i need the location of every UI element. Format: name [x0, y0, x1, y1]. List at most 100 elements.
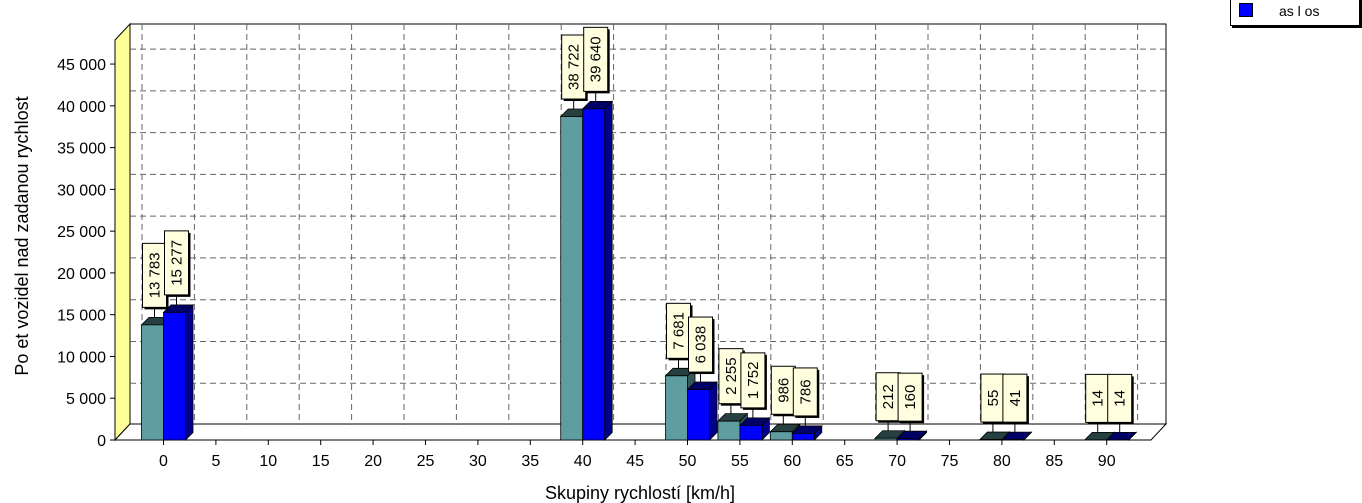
data-label-1-80: 41	[1002, 373, 1029, 433]
data-label-text: 14	[1090, 390, 1107, 407]
data-label-1-60: 786	[792, 367, 820, 426]
data-label-text: 41	[1007, 390, 1024, 407]
data-label-0-50: 7 681	[666, 302, 693, 369]
y-tick-label: 15 000	[57, 308, 106, 325]
data-label-box	[1107, 373, 1133, 423]
data-label-1-50: 6 038	[688, 316, 715, 383]
y-tick-label: 10 000	[57, 349, 106, 366]
data-label-text: 986	[775, 378, 792, 403]
data-label-box	[792, 367, 818, 417]
x-tick-label: 75	[941, 453, 959, 470]
data-label-box	[142, 242, 167, 308]
data-label-text: 2 255	[723, 357, 740, 395]
x-tick-label: 35	[521, 453, 539, 470]
x-tick-label: 60	[783, 453, 801, 470]
bar-1-40	[581, 100, 614, 441]
bar-1-60	[791, 424, 823, 441]
bar-1-55	[738, 416, 771, 441]
data-label-0-0: 13 783	[142, 242, 169, 318]
x-tick-label: 40	[574, 453, 592, 470]
x-tick-label: 5	[211, 453, 220, 470]
bar-side	[709, 381, 718, 441]
data-label-text: 14	[1112, 390, 1129, 407]
left-wall	[114, 22, 131, 442]
data-label-box	[897, 372, 923, 422]
x-tick-label: 45	[626, 453, 644, 470]
x-axis-label: Skupiny rychlostí [km/h]	[545, 483, 735, 503]
data-label-text: 15 277	[169, 240, 186, 286]
y-tick-label: 35 000	[57, 141, 106, 158]
data-label-1-55: 1 752	[740, 352, 767, 418]
y-tick-label: 0	[97, 433, 106, 450]
bar-front	[874, 437, 898, 441]
bar-1-0	[162, 303, 194, 441]
y-tick-label: 5 000	[66, 391, 106, 408]
x-tick-label: 80	[993, 453, 1011, 470]
bar-front	[717, 420, 741, 441]
data-label-box	[164, 230, 189, 296]
data-label-1-40: 39 640	[583, 26, 610, 102]
bar-front	[163, 311, 186, 441]
data-label-1-0: 15 277	[164, 230, 191, 305]
data-label-text: 38 722	[566, 44, 583, 90]
bar-front	[665, 375, 688, 441]
y-tick-label: 40 000	[57, 99, 106, 116]
x-tick-label: 65	[836, 453, 854, 470]
y-tick-label: 45 000	[57, 57, 106, 74]
data-label-box	[583, 26, 609, 92]
bar-front	[896, 438, 920, 441]
data-label-0-40: 38 722	[561, 34, 588, 110]
x-tick-label: 50	[679, 453, 697, 470]
data-label-box	[1002, 373, 1028, 423]
data-label-text: 160	[902, 385, 919, 410]
legend: as l os	[1230, 0, 1360, 26]
y-tick-label: 30 000	[57, 182, 106, 199]
x-tick-label: 90	[1098, 453, 1116, 470]
y-tick-label: 25 000	[57, 224, 106, 241]
x-tick-label: 10	[259, 453, 277, 470]
back-wall	[129, 23, 1167, 425]
data-label-box	[770, 365, 796, 415]
bar-front	[769, 431, 793, 441]
data-label-text: 1 752	[745, 362, 762, 400]
data-label-box	[688, 316, 713, 373]
data-label-text: 786	[797, 379, 814, 404]
data-label-1-70: 160	[897, 372, 925, 432]
data-label-text: 39 640	[588, 36, 605, 82]
data-label-1-90: 14	[1107, 373, 1134, 433]
bar-side	[185, 303, 194, 441]
bar-1-80	[1000, 431, 1033, 441]
bar-front	[791, 433, 815, 441]
x-tick-label: 15	[312, 453, 330, 470]
data-label-text: 212	[880, 384, 897, 409]
x-tick-label: 85	[1045, 453, 1063, 470]
bar-1-70	[896, 430, 928, 441]
data-label-box	[980, 373, 1006, 423]
data-label-text: 13 783	[147, 252, 164, 298]
x-tick-label: 0	[159, 453, 168, 470]
data-label-box	[740, 352, 766, 409]
bar-1-50	[686, 381, 718, 441]
data-label-box	[718, 348, 744, 405]
data-label-text: 6 038	[693, 326, 710, 364]
x-tick-label: 30	[469, 453, 487, 470]
data-label-text: 55	[985, 390, 1002, 407]
x-tick-label: 70	[888, 453, 906, 470]
bar-side	[604, 100, 613, 441]
bar-front	[141, 324, 164, 441]
data-label-text: 7 681	[671, 312, 688, 350]
bar-front	[687, 389, 710, 441]
data-label-box	[561, 34, 587, 100]
bar-1-90	[1105, 431, 1138, 441]
y-axis-label: Po et vozidel nad zadanou rychlost	[12, 96, 32, 375]
bar-front	[739, 424, 763, 441]
x-tick-label: 25	[417, 453, 435, 470]
legend-label: as l os	[1279, 3, 1320, 19]
bar-front	[560, 116, 584, 441]
x-tick-label: 20	[364, 453, 382, 470]
bar-front	[582, 108, 606, 441]
data-label-box	[666, 302, 691, 359]
y-tick-label: 20 000	[57, 266, 106, 283]
legend-swatch	[1239, 3, 1253, 17]
